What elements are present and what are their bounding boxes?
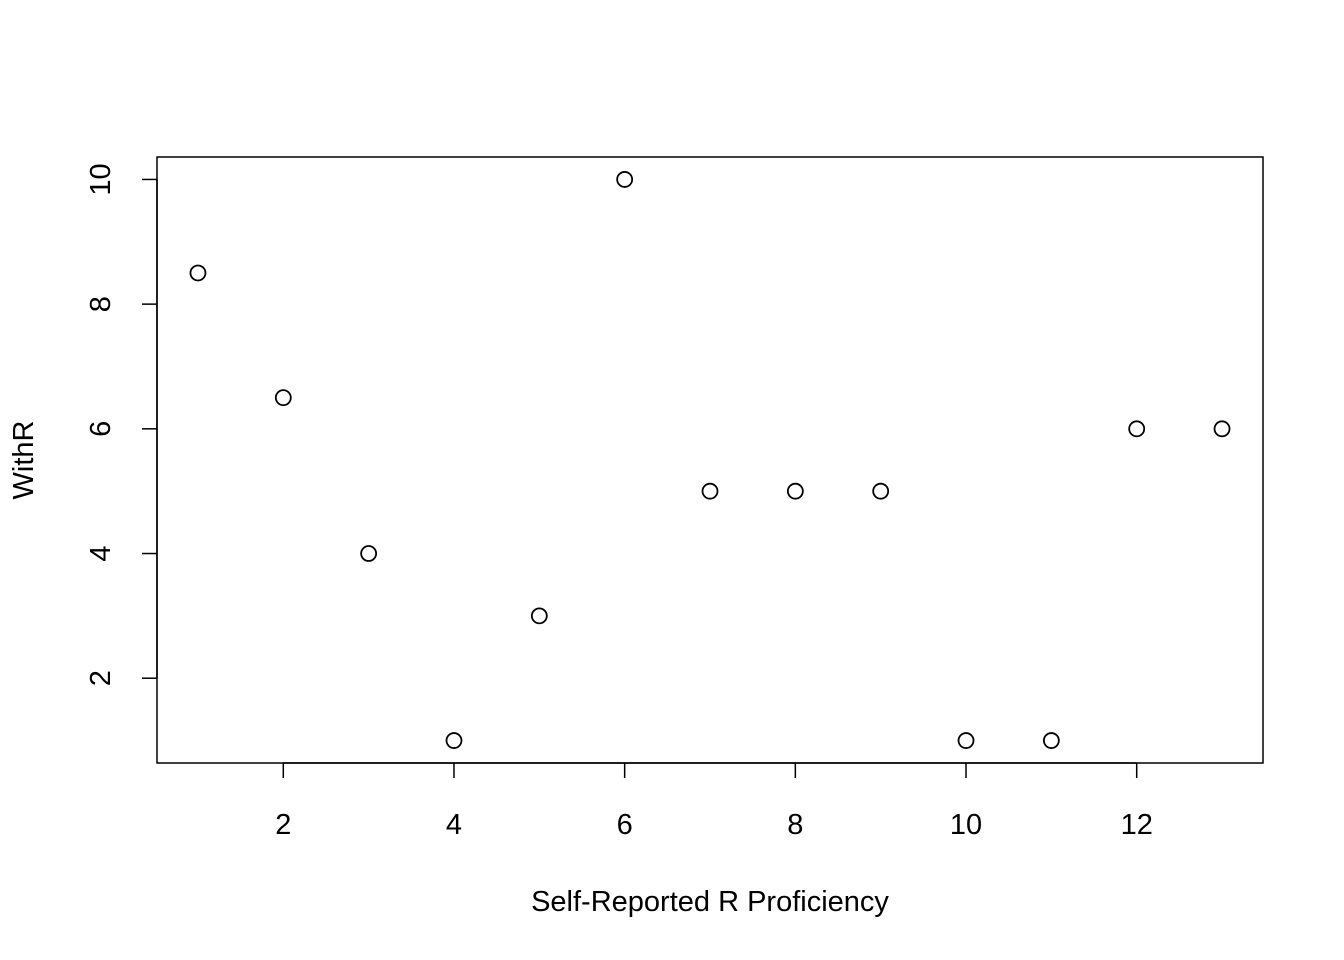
y-tick-label: 8 <box>85 296 117 312</box>
data-point <box>1213 420 1231 438</box>
y-tick-label: 2 <box>85 670 117 686</box>
y-axis: 2 4 6 8 10 <box>85 163 158 686</box>
y-tick-label: 4 <box>85 545 117 561</box>
data-points <box>189 171 1231 749</box>
y-tick-label: 6 <box>85 421 117 437</box>
data-point <box>189 264 207 282</box>
data-point <box>701 482 719 500</box>
plot-area-border <box>156 156 1264 764</box>
x-tick-label: 6 <box>617 809 633 841</box>
x-tick-label: 2 <box>275 809 291 841</box>
data-point <box>786 482 804 500</box>
x-axis-label: Self-Reported R Proficiency <box>531 886 889 918</box>
x-tick-label: 10 <box>950 809 982 841</box>
x-tick-label: 4 <box>446 809 462 841</box>
data-point <box>616 171 634 188</box>
x-tick-label: 8 <box>787 809 803 841</box>
data-point <box>957 732 975 749</box>
data-point <box>274 389 292 407</box>
data-point <box>445 732 463 749</box>
data-point <box>872 482 890 500</box>
x-axis: 2 4 6 8 10 12 <box>275 762 1153 841</box>
data-point <box>360 545 378 562</box>
data-point <box>1042 732 1060 749</box>
data-point <box>1128 420 1146 438</box>
x-tick-label: 12 <box>1121 809 1153 841</box>
y-tick-label: 10 <box>85 163 117 195</box>
data-point <box>530 607 548 625</box>
y-axis-label: WithR <box>8 421 40 500</box>
